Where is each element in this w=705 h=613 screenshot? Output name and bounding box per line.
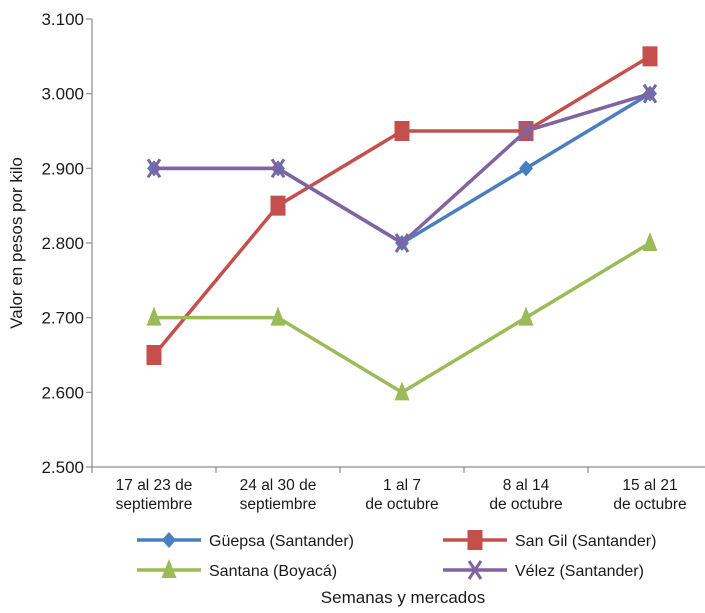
data-point-square <box>467 530 483 550</box>
chart-legend: Güepsa (Santander) San Gil (Santander) San… <box>137 530 656 580</box>
data-point-x-stroke <box>467 560 483 580</box>
x-tick-label: 15 al 21 de octubre <box>613 477 686 513</box>
y-tick-label: 2.800 <box>41 234 84 253</box>
data-point-triangle <box>394 381 410 401</box>
data-point-triangle <box>146 306 162 326</box>
data-point-triangle <box>270 306 286 326</box>
data-point-x <box>642 83 658 104</box>
data-point-diamond <box>162 532 176 548</box>
x-axis-title: Semanas y mercados <box>321 588 485 607</box>
data-point-x-stroke <box>146 158 162 179</box>
y-tick-label: 2.700 <box>41 309 84 328</box>
data-point-x <box>270 158 286 179</box>
data-point-x <box>518 121 534 141</box>
x-tick-label: 24 al 30 de septiembre <box>240 477 317 513</box>
series-triangle <box>146 232 658 401</box>
data-point-x-stroke <box>518 121 534 141</box>
x-tick-label: 17 al 23 de septiembre <box>116 477 193 513</box>
x-tick-label: 8 al 14 de octubre <box>489 477 562 513</box>
data-point-x <box>394 233 410 253</box>
data-point-square <box>146 345 162 365</box>
legend-label: Güepsa (Santander) <box>209 533 354 550</box>
chart-axes: 2.500 2.600 2.700 2.800 2.900 3.000 3.100 17 al… <box>41 10 705 513</box>
data-point-x-stroke <box>394 233 410 253</box>
data-point-x-stroke <box>642 83 658 104</box>
data-point-x <box>467 560 483 580</box>
series-layer <box>146 46 658 401</box>
legend-label: Vélez (Santander) <box>515 563 644 580</box>
data-point-square <box>394 121 410 141</box>
data-point-diamond <box>519 160 533 177</box>
legend-entry: Güepsa (Santander) <box>137 532 354 550</box>
y-tick-label: 2.500 <box>41 458 84 477</box>
data-point-triangle <box>518 306 534 326</box>
series-line <box>152 54 651 357</box>
legend-entry: San Gil (Santander) <box>443 530 656 550</box>
legend-entry: Santana (Boyacá) <box>137 559 337 580</box>
y-tick-label: 3.000 <box>41 85 84 104</box>
y-tick-label: 2.600 <box>41 383 84 402</box>
data-point-triangle <box>161 559 177 578</box>
data-point-triangle <box>642 232 658 251</box>
data-point-x-stroke <box>270 158 286 179</box>
y-axis-title: Valor en pesos por kilo <box>7 157 26 329</box>
y-tick-label: 2.900 <box>41 159 84 178</box>
y-tick-label: 3.100 <box>41 10 84 29</box>
data-point-square <box>270 195 286 216</box>
legend-label: San Gil (Santander) <box>515 533 656 550</box>
series-x <box>146 83 658 253</box>
data-point-square <box>642 46 658 67</box>
data-point-x <box>146 158 162 179</box>
x-tick-label: 1 al 7 de octubre <box>365 477 438 513</box>
legend-label: Santana (Boyacá) <box>209 563 337 580</box>
legend-entry: Vélez (Santander) <box>443 560 644 580</box>
series-line <box>154 91 651 245</box>
